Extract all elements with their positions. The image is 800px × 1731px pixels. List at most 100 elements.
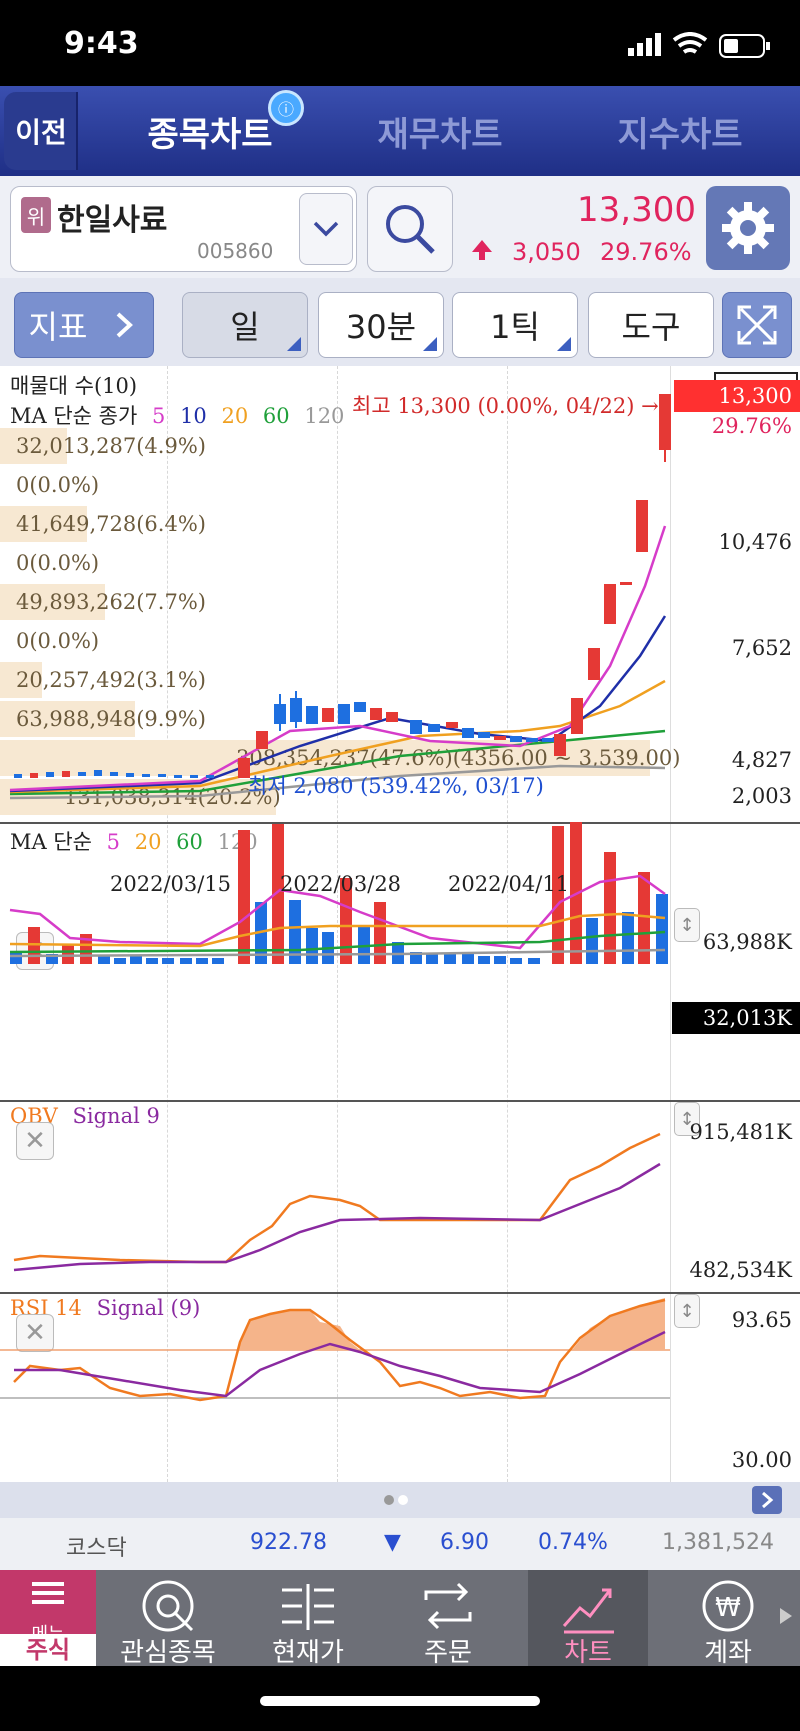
rsi-signal-line (14, 1330, 666, 1398)
period-day-button[interactable]: 일 (182, 292, 308, 358)
ma-20: 20 (221, 404, 249, 428)
down-arrow-icon: ▼ (384, 1530, 401, 1555)
period-tick-button[interactable]: 1틱 (452, 292, 578, 358)
obv-line (13, 1132, 661, 1264)
obv-signal-label: Signal 9 (72, 1104, 160, 1128)
ma-legend: MA 단순 종가 5 10 20 60 120 (10, 400, 344, 430)
tab-financial-chart[interactable]: 재무차트 (377, 114, 503, 155)
menu-icon (32, 1582, 64, 1604)
period-30min-button[interactable]: 30분 (318, 292, 444, 358)
account-label: 계좌 (704, 1638, 752, 1668)
status-bar: 9:43 (0, 0, 800, 86)
vol-ma120-line (9, 948, 666, 958)
ma5-line (9, 525, 667, 792)
volume-profile-label: 63,988,948(9.9%) (16, 707, 206, 731)
chevron-down-icon (313, 221, 339, 237)
chevron-right-icon (117, 312, 134, 338)
ma-10: 10 (180, 404, 207, 428)
expand-button[interactable] (722, 292, 792, 358)
index-volume: 1,381,524 (662, 1530, 774, 1555)
rsi-signal-label: Signal (9) (96, 1296, 201, 1320)
vol-ma-5: 5 (106, 830, 121, 854)
tab-current-price[interactable]: 현재가 (248, 1570, 368, 1668)
index-change: 6.90 (440, 1530, 489, 1555)
gear-icon (722, 202, 774, 254)
tab-stock-chart[interactable]: 종목차트 (147, 114, 273, 155)
resize-handle-icon[interactable]: ↕ (674, 1102, 700, 1136)
tab-chart[interactable]: 차트 (528, 1570, 648, 1668)
chart-area[interactable]: 32,013,287(4.9%) 0(0.0%) 41,649,728(6.4%) 0… (0, 366, 800, 1482)
account-icon: ₩ (702, 1580, 754, 1632)
y-label-2: 7,652 (731, 636, 792, 660)
tab-menu[interactable]: 메뉴 주식 (0, 1570, 96, 1666)
obv-chart (13, 1132, 661, 1272)
resize-handle-icon[interactable]: ↕ (674, 1294, 700, 1328)
chevron-right-icon[interactable] (778, 1606, 794, 1626)
stock-dropdown-button[interactable] (299, 193, 353, 265)
rsi-overbought-fill (238, 1310, 360, 1350)
indicator-button[interactable]: 지표 (14, 292, 154, 358)
current-price: 13,300 (577, 190, 696, 230)
volume-profile-label: 0(0.0%) (16, 551, 100, 575)
period-day-label: 일 (230, 308, 260, 346)
page-dot-active[interactable] (398, 1495, 408, 1505)
close-rsi-panel-button[interactable]: ✕ (16, 1314, 54, 1352)
tab-index-chart[interactable]: 지수차트 (617, 114, 743, 155)
volume-profile-title: 매물대 수(10) (10, 374, 138, 398)
svg-text:₩: ₩ (715, 1593, 741, 1623)
period-tick-label: 1틱 (490, 308, 540, 346)
close-obv-panel-button[interactable]: ✕ (16, 1122, 54, 1160)
tools-button[interactable]: 도구 (588, 292, 714, 358)
warning-badge: 위 (21, 197, 51, 233)
volume-profile-bar (0, 662, 43, 698)
stock-info-row: 위 한일사료 005860 13,300 3,050 29.76% (0, 176, 800, 278)
stock-selector[interactable]: 위 한일사료 005860 (10, 186, 357, 272)
chart-label: 차트 (564, 1638, 612, 1668)
page-dot[interactable] (384, 1495, 394, 1505)
chart-toolbar: 지표 일 30분 1틱 도구 (0, 278, 800, 366)
volume-profile-bar (0, 428, 67, 464)
search-button[interactable] (367, 186, 453, 272)
back-button[interactable]: 이전 (4, 92, 78, 170)
x-label-2: 2022/03/28 (280, 872, 402, 896)
resize-handle-icon[interactable]: ↕ (674, 908, 700, 942)
price-change: 3,050 (512, 238, 581, 266)
next-page-button[interactable] (752, 1486, 782, 1514)
volume-profile-label: 20,257,492(3.1%) (16, 668, 206, 692)
y-label-1: 10,476 (718, 530, 792, 554)
y-label-3: 4,827 (731, 748, 792, 772)
candles (14, 394, 671, 778)
home-indicator[interactable] (260, 1696, 540, 1706)
indicator-label: 지표 (28, 308, 88, 346)
tab-account[interactable]: ₩ 계좌 (668, 1570, 788, 1668)
stock-code: 005860 (197, 239, 274, 263)
settings-button[interactable] (706, 186, 790, 270)
vol-ma60-line (9, 930, 666, 954)
rsi-y-max: 93.65 (731, 1308, 792, 1332)
tab-order[interactable]: 주문 (388, 1570, 508, 1668)
obv-y-max: 915,481K (689, 1120, 792, 1144)
current-price-icon (282, 1584, 334, 1630)
volume-profile-label: 41,649,728(6.4%) (16, 512, 206, 536)
status-time: 9:43 (64, 26, 139, 61)
volume-profile-label: 32,013,287(4.9%) (16, 434, 206, 458)
ma60-line (9, 729, 666, 796)
home-indicator-area (0, 1666, 800, 1731)
stock-name: 한일사료 (57, 203, 168, 238)
rsi-overbought-fill-2 (572, 1298, 665, 1350)
rsi-line (13, 1298, 666, 1402)
order-label: 주문 (424, 1638, 472, 1668)
info-badge-icon: ⓘ (268, 90, 304, 126)
x-label-1: 2022/03/15 (110, 872, 232, 896)
period-30min-label: 30분 (345, 308, 417, 346)
volume-profile-label: 0(0.0%) (16, 473, 100, 497)
tab-watchlist[interactable]: 관심종목 (108, 1570, 228, 1668)
search-icon (386, 205, 435, 254)
panel-pager (0, 1482, 800, 1518)
watchlist-label: 관심종목 (120, 1638, 216, 1668)
index-ticker[interactable]: 코스닥 922.78 ▼ 6.90 0.74% 1,381,524 (0, 1518, 800, 1570)
order-icon (424, 1582, 472, 1630)
ma120-line (9, 764, 666, 800)
expand-icon (737, 305, 777, 345)
price-chart (9, 394, 671, 800)
